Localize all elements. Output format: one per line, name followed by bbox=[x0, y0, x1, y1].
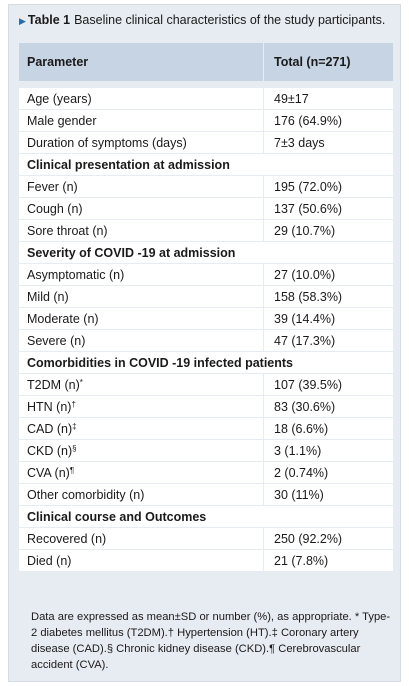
row-value: 39 (14.4%) bbox=[263, 308, 393, 329]
table-row: CKD (n)§ 3 (1.1%) bbox=[19, 440, 393, 462]
row-label: Asymptomatic (n) bbox=[19, 268, 263, 282]
row-label-text: Fever (n) bbox=[27, 179, 78, 194]
table-row: Moderate (n) 39 (14.4%) bbox=[19, 308, 393, 330]
section-title: Clinical course and Outcomes bbox=[19, 510, 393, 524]
table-row: CAD (n)‡ 18 (6.6%) bbox=[19, 418, 393, 440]
row-label-text: Died (n) bbox=[27, 553, 72, 568]
table-row: HTN (n)† 83 (30.6%) bbox=[19, 396, 393, 418]
table-row: Age (years) 49±17 bbox=[19, 88, 393, 110]
section-row: Clinical course and Outcomes bbox=[19, 506, 393, 528]
footnote-marker: ¶ bbox=[69, 465, 75, 475]
row-label-text: CAD (n) bbox=[27, 421, 73, 436]
triangle-right-icon: ▶ bbox=[19, 16, 26, 26]
table-panel: ▶ Table 1 Baseline clinical characteristic… bbox=[8, 4, 401, 682]
table-row: Mild (n) 158 (58.3%) bbox=[19, 286, 393, 308]
table-row: Sore throat (n) 29 (10.7%) bbox=[19, 220, 393, 242]
row-label: Mild (n) bbox=[19, 290, 263, 304]
row-label: Age (years) bbox=[19, 92, 263, 106]
row-value: 107 (39.5%) bbox=[263, 374, 393, 395]
section-row: Severity of COVID -19 at admission bbox=[19, 242, 393, 264]
table-row: Male gender 176 (64.9%) bbox=[19, 110, 393, 132]
table-caption: ▶ Table 1 Baseline clinical characteristic… bbox=[19, 11, 394, 30]
section-row: Clinical presentation at admission bbox=[19, 154, 393, 176]
row-value: 158 (58.3%) bbox=[263, 286, 393, 307]
table-row: CVA (n)¶ 2 (0.74%) bbox=[19, 462, 393, 484]
row-label: Duration of symptoms (days) bbox=[19, 136, 263, 150]
section-title: Comorbidities in COVID -19 infected pati… bbox=[19, 356, 393, 370]
row-label-text: T2DM (n) bbox=[27, 377, 80, 392]
table-row: Duration of symptoms (days) 7±3 days bbox=[19, 132, 393, 154]
row-label-text: Duration of symptoms (days) bbox=[27, 135, 187, 150]
row-label: Sore throat (n) bbox=[19, 224, 263, 238]
footnote-marker: † bbox=[71, 399, 76, 409]
row-label: CAD (n)‡ bbox=[19, 422, 263, 436]
row-label: Moderate (n) bbox=[19, 312, 263, 326]
footnote-marker: * bbox=[79, 377, 83, 387]
row-label-text: Severe (n) bbox=[27, 333, 86, 348]
row-label-text: Cough (n) bbox=[27, 201, 83, 216]
table-footnote: Data are expressed as mean±SD or number … bbox=[31, 611, 391, 671]
row-value: 21 (7.8%) bbox=[263, 550, 393, 571]
table-row: Asymptomatic (n) 27 (10.0%) bbox=[19, 264, 393, 286]
row-label: T2DM (n)* bbox=[19, 378, 263, 392]
row-value: 47 (17.3%) bbox=[263, 330, 393, 351]
row-label: Other comorbidity (n) bbox=[19, 488, 263, 502]
header-total: Total (n=271) bbox=[263, 43, 393, 81]
row-label-text: Asymptomatic (n) bbox=[27, 267, 125, 282]
table-header: Parameter Total (n=271) bbox=[19, 43, 393, 81]
table-row: Died (n) 21 (7.8%) bbox=[19, 550, 393, 572]
table-row: T2DM (n)* 107 (39.5%) bbox=[19, 374, 393, 396]
row-label-text: Sore throat (n) bbox=[27, 223, 108, 238]
row-label-text: Age (years) bbox=[27, 91, 92, 106]
row-label: Male gender bbox=[19, 114, 263, 128]
row-value: 3 (1.1%) bbox=[263, 440, 393, 461]
table-row: Severe (n) 47 (17.3%) bbox=[19, 330, 393, 352]
row-value: 2 (0.74%) bbox=[263, 462, 393, 483]
row-label: CVA (n)¶ bbox=[19, 466, 263, 480]
row-value: 250 (92.2%) bbox=[263, 528, 393, 549]
row-label-text: Other comorbidity (n) bbox=[27, 487, 145, 502]
row-label: Cough (n) bbox=[19, 202, 263, 216]
row-value: 18 (6.6%) bbox=[263, 418, 393, 439]
row-label-text: Clinical presentation at admission bbox=[27, 157, 230, 172]
row-label-text: CVA (n) bbox=[27, 465, 70, 480]
row-label-text: Recovered (n) bbox=[27, 531, 107, 546]
row-label: Severe (n) bbox=[19, 334, 263, 348]
row-value: 27 (10.0%) bbox=[263, 264, 393, 285]
row-label: HTN (n)† bbox=[19, 400, 263, 414]
row-label: Died (n) bbox=[19, 554, 263, 568]
row-label-text: Mild (n) bbox=[27, 289, 69, 304]
section-title: Severity of COVID -19 at admission bbox=[19, 246, 393, 260]
row-value: 7±3 days bbox=[263, 132, 393, 153]
table-row: Other comorbidity (n) 30 (11%) bbox=[19, 484, 393, 506]
row-value: 29 (10.7%) bbox=[263, 220, 393, 241]
section-row: Comorbidities in COVID -19 infected pati… bbox=[19, 352, 393, 374]
caption-text: Baseline clinical characteristics of the… bbox=[74, 13, 386, 27]
row-label-text: CKD (n) bbox=[27, 443, 73, 458]
row-value: 83 (30.6%) bbox=[263, 396, 393, 417]
footnote-marker: ‡ bbox=[72, 421, 77, 431]
footnote-marker: § bbox=[72, 443, 77, 453]
row-label-text: HTN (n) bbox=[27, 399, 72, 414]
row-value: 137 (50.6%) bbox=[263, 198, 393, 219]
row-label-text: Moderate (n) bbox=[27, 311, 99, 326]
table-row: Cough (n) 137 (50.6%) bbox=[19, 198, 393, 220]
table-row: Fever (n) 195 (72.0%) bbox=[19, 176, 393, 198]
row-label: CKD (n)§ bbox=[19, 444, 263, 458]
row-label: Fever (n) bbox=[19, 180, 263, 194]
row-label-text: Comorbidities in COVID -19 infected pati… bbox=[27, 355, 294, 370]
row-label: Recovered (n) bbox=[19, 532, 263, 546]
row-label-text: Severity of COVID -19 at admission bbox=[27, 245, 236, 260]
caption-label: Table 1 bbox=[27, 13, 71, 27]
table-row: Recovered (n) 250 (92.2%) bbox=[19, 528, 393, 550]
table-body: Age (years) 49±17 Male gender 176 (64.9%) Du… bbox=[19, 88, 393, 572]
row-value: 49±17 bbox=[263, 88, 393, 109]
row-label-text: Male gender bbox=[27, 113, 97, 128]
row-value: 30 (11%) bbox=[263, 484, 393, 505]
section-title: Clinical presentation at admission bbox=[19, 158, 393, 172]
row-label-text: Clinical course and Outcomes bbox=[27, 509, 207, 524]
row-value: 176 (64.9%) bbox=[263, 110, 393, 131]
row-value: 195 (72.0%) bbox=[263, 176, 393, 197]
header-parameter: Parameter bbox=[27, 55, 89, 69]
